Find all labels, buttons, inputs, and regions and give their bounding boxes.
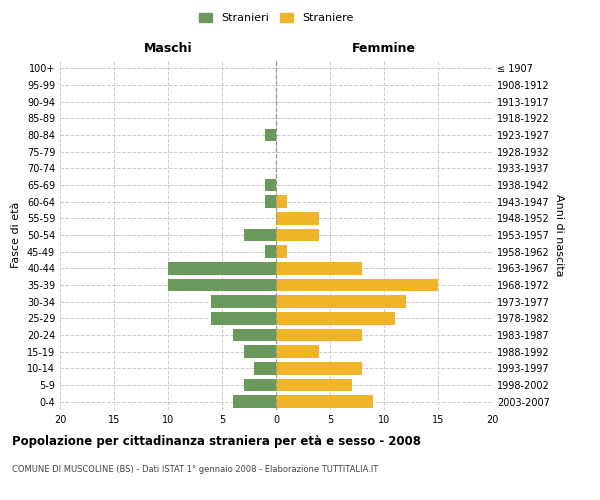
Text: Femmine: Femmine [352, 42, 416, 55]
Bar [233, 396, 276, 408]
Bar [265, 179, 276, 192]
Y-axis label: Fasce di età: Fasce di età [11, 202, 21, 268]
Text: Popolazione per cittadinanza straniera per età e sesso - 2008: Popolazione per cittadinanza straniera p… [12, 435, 421, 448]
Bar [168, 279, 276, 291]
Bar [244, 379, 276, 391]
Bar [276, 312, 395, 324]
Text: COMUNE DI MUSCOLINE (BS) - Dati ISTAT 1° gennaio 2008 - Elaborazione TUTTITALIA.: COMUNE DI MUSCOLINE (BS) - Dati ISTAT 1°… [12, 465, 378, 474]
Bar [276, 329, 362, 341]
Bar [276, 262, 362, 274]
Bar [276, 379, 352, 391]
Bar [276, 346, 319, 358]
Bar [211, 296, 276, 308]
Bar [254, 362, 276, 374]
Legend: Stranieri, Straniere: Stranieri, Straniere [194, 8, 358, 28]
Bar [276, 362, 362, 374]
Bar [276, 296, 406, 308]
Bar [168, 262, 276, 274]
Bar [244, 229, 276, 241]
Bar [244, 346, 276, 358]
Y-axis label: Anni di nascita: Anni di nascita [554, 194, 563, 276]
Bar [276, 396, 373, 408]
Text: Maschi: Maschi [143, 42, 193, 55]
Bar [265, 196, 276, 208]
Bar [276, 196, 287, 208]
Bar [211, 312, 276, 324]
Bar [276, 212, 319, 224]
Bar [276, 279, 438, 291]
Bar [265, 129, 276, 141]
Bar [276, 246, 287, 258]
Bar [233, 329, 276, 341]
Bar [276, 229, 319, 241]
Bar [265, 246, 276, 258]
